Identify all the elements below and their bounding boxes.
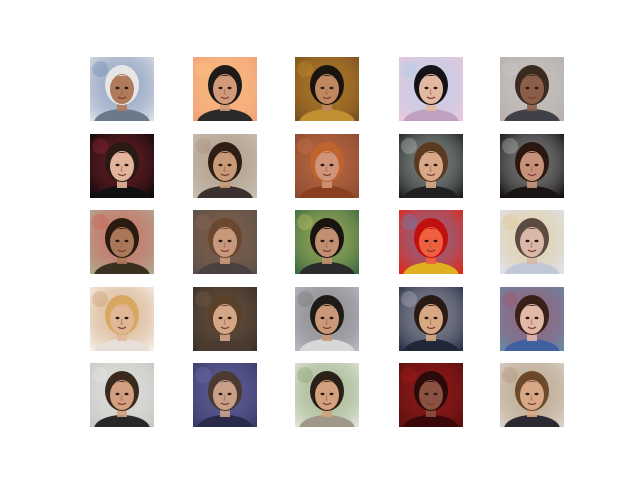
face-white-cap [90, 57, 154, 121]
face-spiky-hair [295, 287, 359, 351]
face-man-bangs [193, 134, 257, 198]
face-long-brown [193, 210, 257, 274]
face-image-tile [295, 287, 359, 351]
face-image-tile [90, 210, 154, 274]
face-image-tile [90, 287, 154, 351]
face-image-tile [295, 363, 359, 427]
face-image-tile [193, 134, 257, 198]
face-image-tile [500, 134, 564, 198]
face-red-hair [295, 134, 359, 198]
face-image-tile [500, 210, 564, 274]
face-tousled-hair [295, 363, 359, 427]
face-sunglasses [193, 57, 257, 121]
face-image-tile [193, 210, 257, 274]
face-colorful-blur [90, 210, 154, 274]
face-image-tile [399, 57, 463, 121]
face-brunette-fringe [500, 287, 564, 351]
face-image-tile [193, 363, 257, 427]
face-image-tile [90, 134, 154, 198]
face-headband [399, 287, 463, 351]
face-pale-blurred [500, 210, 564, 274]
face-blond-man [90, 287, 154, 351]
face-image-tile [500, 287, 564, 351]
face-black-bob [399, 57, 463, 121]
face-image-tile [193, 287, 257, 351]
face-red-abstract [399, 210, 463, 274]
face-image-tile [295, 57, 359, 121]
face-shaggy-hair [500, 363, 564, 427]
face-brown-bob [399, 134, 463, 198]
face-image-tile [193, 57, 257, 121]
face-bald-man [500, 57, 564, 121]
face-smiling-woman [193, 287, 257, 351]
face-dark-long-hair [90, 134, 154, 198]
face-dark-curly [295, 57, 359, 121]
face-image-tile [90, 363, 154, 427]
face-smile-slick [90, 363, 154, 427]
face-image-tile [399, 210, 463, 274]
face-glasses-blue [193, 363, 257, 427]
face-image-tile [90, 57, 154, 121]
face-smile-dark-hair [500, 134, 564, 198]
face-man-stubble [295, 210, 359, 274]
face-image-tile [500, 57, 564, 121]
face-image-tile [500, 363, 564, 427]
face-image-tile [399, 363, 463, 427]
face-image-tile [399, 134, 463, 198]
face-image-tile [295, 210, 359, 274]
face-dark-red [399, 363, 463, 427]
face-image-tile [399, 287, 463, 351]
face-image-tile [295, 134, 359, 198]
